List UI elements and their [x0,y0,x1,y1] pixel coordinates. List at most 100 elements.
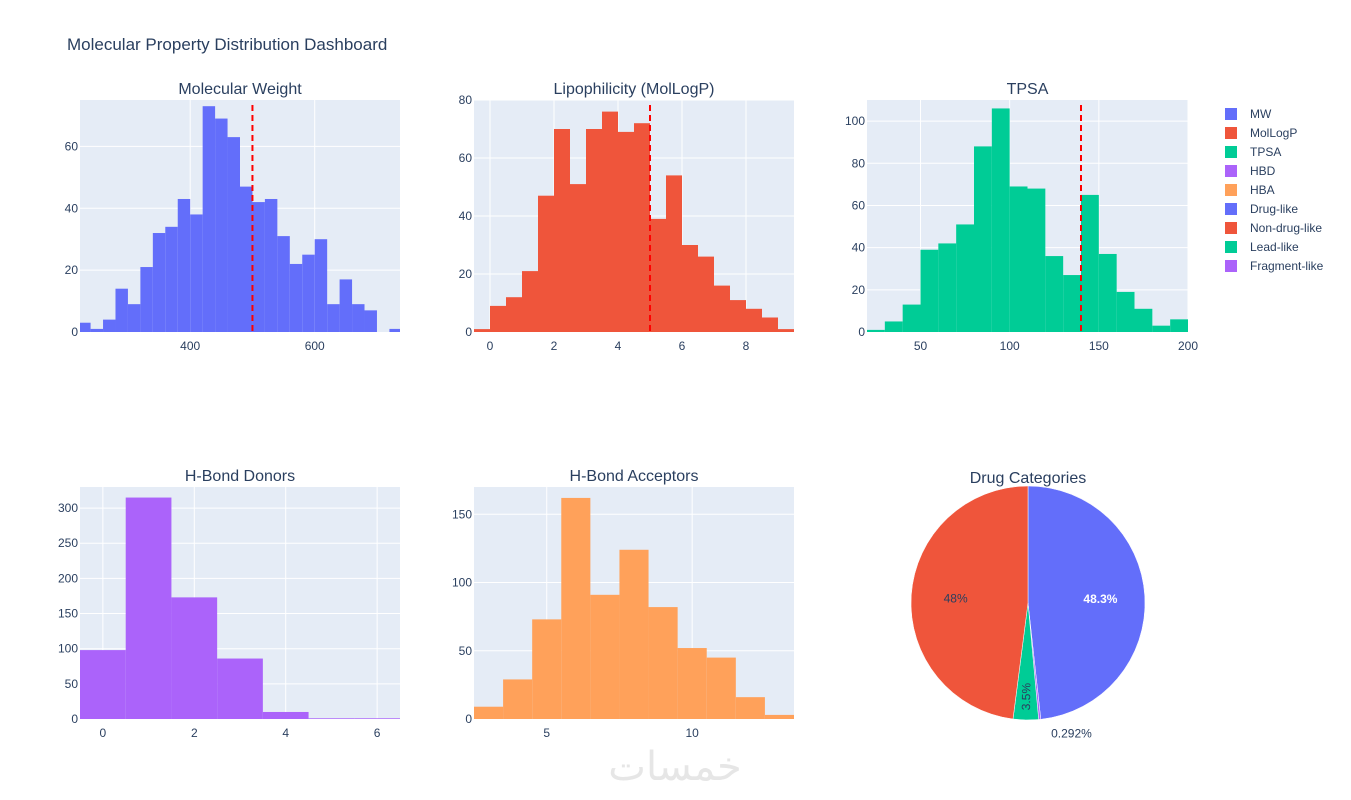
logp-bar [634,123,650,332]
hbd-y-tick-label: 300 [58,501,78,515]
logp-x-tick-label: 6 [679,339,686,353]
hbd-bar [354,718,400,719]
tpsa-x-tick-label: 100 [1000,339,1020,353]
tpsa-bar [1045,256,1064,332]
legend-item-label: MW [1250,107,1272,121]
hba-bar [532,619,562,719]
logp-bar [730,300,746,332]
logp-bar [682,245,698,332]
mw-bar [327,304,340,332]
mw-bars [80,106,400,332]
legend-swatch [1225,165,1237,177]
logp-x-tick-label: 0 [487,339,494,353]
molecular-weight-histogram: 0 20 40 60 400 600 Molecular Weight [65,81,400,353]
mw-bar [202,106,216,332]
hbd-y-tick-label: 150 [58,607,78,621]
hbd-y-tick-label: 0 [71,712,78,726]
logp-x-tick-label: 2 [551,339,558,353]
mw-bar [240,186,253,332]
tpsa-x-tick-label: 50 [914,339,928,353]
hbd-x-tick-label: 0 [100,726,107,740]
tpsa-bar [1081,194,1099,332]
hba-bar [764,714,794,719]
mw-y-tick-label: 60 [65,139,79,153]
hbd-bar [125,497,172,719]
tpsa-bar [1009,186,1028,332]
tpsa-bar [920,249,939,332]
pie-label: 48.3% [1083,592,1117,606]
hbd-x-tick-label: 4 [282,726,289,740]
logp-bar [778,329,794,332]
drug-categories-pie: 48.3% 0.292% 3.5% 48% Drug Categories [910,470,1146,740]
hbd-histogram: 0 50 100 150 200 250 300 0 2 4 6 H-Bond Donors [58,468,400,740]
tpsa-bar [1152,325,1171,332]
hba-bar [706,657,736,719]
legend-swatch [1225,222,1237,234]
watermark: خمسات [608,744,741,790]
logp-bar [602,111,618,332]
legend-item-label: Drug-like [1250,202,1298,216]
mw-bar [80,322,91,332]
legend-swatch [1225,146,1237,158]
mw-bar [115,288,128,332]
legend-item-label: Fragment-like [1250,259,1324,273]
logp-title: Lipophilicity (MolLogP) [554,81,715,98]
legend-item-label: Lead-like [1250,240,1299,254]
hbd-y-tick-label: 250 [58,536,78,550]
pie-slice-non-drug-like [910,485,1029,720]
logp-bar [666,175,682,332]
hbd-title: H-Bond Donors [185,468,295,485]
mw-bar [140,267,153,332]
mw-bar [177,198,191,332]
mw-bar [302,254,315,332]
hba-bar [561,497,591,719]
legend-swatch [1225,203,1237,215]
hbd-y-tick-label: 100 [58,642,78,656]
hbd-bar [217,658,263,719]
tpsa-bar [884,321,903,332]
logp-bar [714,285,730,332]
logp-bar [586,129,602,332]
logp-y-tick-label: 80 [459,93,473,107]
hba-bar [677,648,707,719]
mw-y-tick-label: 20 [65,263,79,277]
logp-bar [698,256,714,332]
tpsa-y-tick-label: 20 [852,283,866,297]
hba-bar [503,679,533,719]
hba-title: H-Bond Acceptors [570,468,699,485]
logp-bar [522,271,538,332]
tpsa-bar [1134,308,1153,332]
tpsa-bar [1063,275,1081,332]
tpsa-y-tick-label: 0 [858,325,865,339]
categories-title: Drug Categories [970,470,1087,487]
logp-bar [474,329,490,332]
tpsa-bar [1116,291,1135,332]
tpsa-bars [867,108,1188,332]
tpsa-title: TPSA [1007,81,1049,98]
logp-bar [490,305,506,332]
tpsa-bar [956,224,974,332]
mw-bar [289,263,303,332]
mw-bar [190,214,203,332]
mw-bar [165,226,178,332]
tpsa-bar [1027,188,1046,332]
mw-bar [364,310,377,332]
mw-bar [314,239,328,332]
hba-y-tick-label: 50 [459,644,473,658]
legend-swatch [1225,241,1237,253]
hbd-bar [171,597,218,719]
hba-bar [735,697,765,719]
dashboard-title: Molecular Property Distribution Dashboar… [67,35,387,54]
legend-item-label: HBA [1250,183,1275,197]
logp-bar [554,129,570,332]
hba-x-tick-label: 10 [686,726,700,740]
mw-x-tick-label: 400 [180,339,200,353]
hba-y-tick-label: 0 [465,712,472,726]
hba-y-tick-label: 150 [452,507,472,521]
hbd-y-tick-label: 200 [58,571,78,585]
mw-bar [90,328,104,332]
logp-bar [650,218,666,332]
tpsa-y-tick-label: 60 [852,198,866,212]
mw-y-tick-label: 0 [71,325,78,339]
